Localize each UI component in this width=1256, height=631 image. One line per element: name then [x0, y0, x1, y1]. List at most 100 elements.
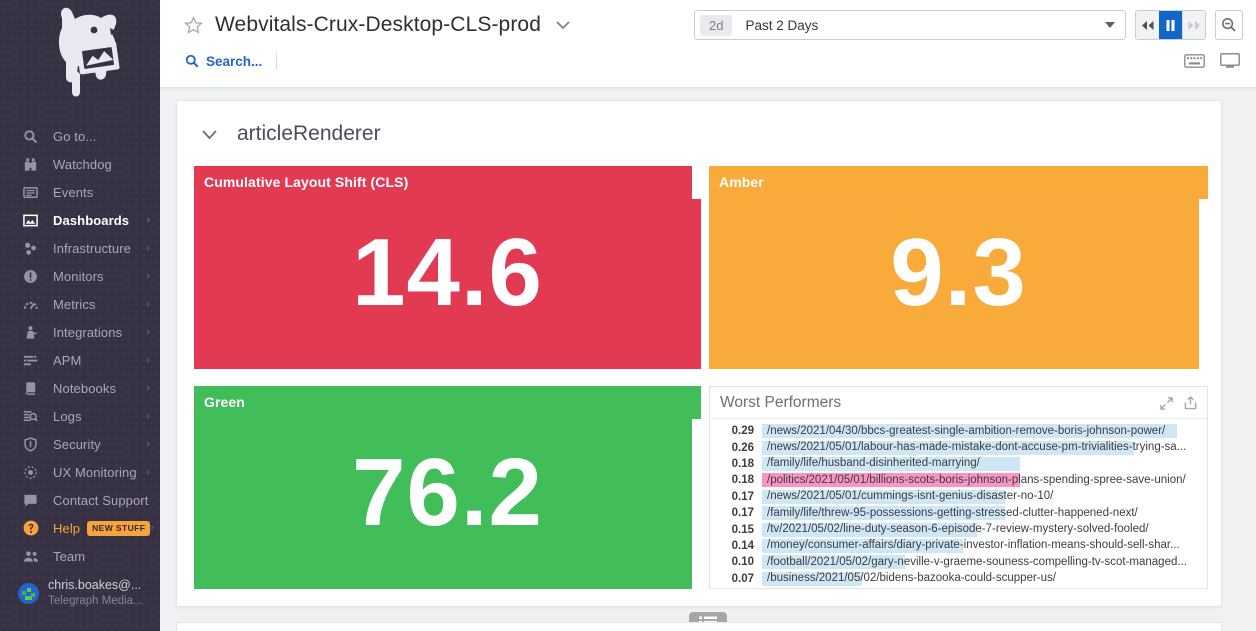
sidebar-item-label: Contact Support: [53, 492, 149, 508]
sidebar-item-ux-monitoring[interactable]: UX Monitoring ›: [0, 458, 160, 486]
sidebar-item-label: UX Monitoring: [53, 464, 137, 480]
sidebar-item-team[interactable]: Team: [0, 542, 160, 570]
user-email: chris.boakes@...: [48, 578, 142, 592]
row-value-bar: [762, 506, 1006, 521]
row-url-cell: /tv/2021/05/02/line-duty-season-6-episod…: [762, 522, 1199, 537]
time-range-select[interactable]: 2d Past 2 Days: [694, 10, 1126, 40]
new-stuff-badge: NEW STUFF: [87, 520, 151, 536]
sidebar-user[interactable]: chris.boakes@... Telegraph Media...: [0, 572, 160, 608]
forward-button[interactable]: [1182, 11, 1205, 39]
row-value-bar: [762, 473, 1020, 488]
zoom-out-button[interactable]: [1215, 10, 1243, 40]
submenu-caret-icon: ›: [146, 381, 150, 394]
submenu-caret-icon: ›: [146, 269, 150, 282]
widget-amber[interactable]: Amber 9.3: [709, 166, 1208, 369]
row-value: 0.26: [731, 441, 754, 454]
integrations-icon: [22, 324, 39, 341]
datadog-dog-icon: [58, 7, 120, 97]
apm-icon: [22, 352, 39, 369]
export-widget-icon[interactable]: [1184, 396, 1197, 410]
sidebar-item-label: Help: [53, 520, 81, 536]
worst-performer-row[interactable]: 0.29/news/2021/04/30/bbcs-greatest-singl…: [724, 423, 1199, 439]
keyboard-shortcuts-icon[interactable]: [1184, 54, 1205, 68]
sidebar-item-label: Integrations: [53, 324, 123, 340]
sidebar: Go to... Watchdog Events Dashboards › Infrast…: [0, 0, 160, 631]
row-url-text: /tv/2021/05/02/line-duty-season-6-episod…: [767, 523, 1149, 536]
row-url-text: /family/life/husband-disinherited-marryi…: [767, 457, 980, 470]
dashboard-canvas: articleRenderer Cumulative Layout Shift …: [160, 88, 1256, 631]
row-value: 0.14: [731, 539, 754, 552]
worst-performer-row[interactable]: 0.07/business/2021/05/02/bidens-bazooka-…: [724, 571, 1199, 587]
worst-performer-row[interactable]: 0.18/politics/2021/05/01/billions-scots-…: [724, 472, 1199, 488]
worst-performer-row[interactable]: 0.26/news/2021/05/01/labour-has-made-mis…: [724, 439, 1199, 455]
sidebar-item-notebooks[interactable]: Notebooks ›: [0, 374, 160, 402]
worst-performer-row[interactable]: 0.10/football/2021/05/02/gary-neville-v-…: [724, 554, 1199, 570]
row-url-cell: /news/2021/05/01/cummings-isnt-genius-di…: [762, 489, 1199, 504]
row-value-bar: [762, 538, 963, 553]
sidebar-item-contact-support[interactable]: Contact Support: [0, 486, 160, 514]
sidebar-item-watchdog[interactable]: Watchdog: [0, 150, 160, 178]
favorite-star-icon[interactable]: [184, 15, 203, 35]
row-value: 0.29: [731, 425, 754, 438]
widget-green-title: Green: [204, 394, 245, 410]
sidebar-item-apm[interactable]: APM ›: [0, 346, 160, 374]
team-icon: [22, 548, 39, 565]
row-url-text: /money/consumer-affairs/diary-private-in…: [767, 539, 1180, 552]
row-value: 0.18: [731, 474, 754, 487]
worst-performers-title: Worst Performers: [720, 394, 842, 411]
row-value: 0.10: [731, 556, 754, 569]
sidebar-item-label: Security: [53, 436, 101, 452]
section-collapse-icon[interactable]: [201, 129, 218, 140]
sidebar-item-infrastructure[interactable]: Infrastructure ›: [0, 234, 160, 262]
tv-mode-icon[interactable]: [1220, 53, 1240, 69]
submenu-caret-icon: ›: [150, 521, 154, 534]
sidebar-item-events[interactable]: Events: [0, 178, 160, 206]
row-value: 0.17: [731, 507, 754, 520]
dashboard-search[interactable]: Search...: [185, 54, 262, 69]
widget-worst-performers: Worst Performers 0.29/news/2021/04/30/b: [709, 386, 1208, 589]
expand-widget-icon[interactable]: [1160, 396, 1173, 410]
worst-performer-row[interactable]: 0.18/family/life/husband-disinherited-ma…: [724, 456, 1199, 472]
sidebar-item-metrics[interactable]: Metrics ›: [0, 290, 160, 318]
worst-performer-row[interactable]: 0.17/family/life/threw-95-possessions-ge…: [724, 505, 1199, 521]
time-range-caret-icon: [1105, 22, 1115, 28]
logs-icon: [22, 408, 39, 425]
title-dropdown-icon[interactable]: [555, 20, 571, 30]
pause-button[interactable]: [1159, 11, 1182, 39]
sidebar-item-logs[interactable]: Logs ›: [0, 402, 160, 430]
sidebar-item-dashboards[interactable]: Dashboards ›: [0, 206, 160, 234]
row-value: 0.18: [731, 457, 754, 470]
submenu-caret-icon: ›: [146, 325, 150, 338]
row-url-text: /news/2021/05/01/labour-has-made-mistake…: [767, 441, 1187, 454]
row-url-cell: /news/2021/05/01/labour-has-made-mistake…: [762, 440, 1199, 455]
worst-performer-row[interactable]: 0.14/money/consumer-affairs/diary-privat…: [724, 538, 1199, 554]
sidebar-nav: Go to... Watchdog Events Dashboards › Infrast…: [0, 122, 160, 570]
row-url-cell: /news/2021/04/30/bbcs-greatest-single-am…: [762, 424, 1199, 439]
row-url-cell: /money/consumer-affairs/diary-private-in…: [762, 538, 1199, 553]
widget-green-value: 76.2: [352, 438, 543, 546]
row-url-cell: /business/2021/05/02/bidens-bazooka-coul…: [762, 571, 1199, 586]
sidebar-item-help[interactable]: Help NEW STUFF ›: [0, 514, 160, 542]
datadog-logo[interactable]: [0, 0, 160, 122]
section-title: articleRenderer: [237, 122, 381, 145]
search-label: Search...: [206, 53, 263, 69]
widget-green[interactable]: Green 76.2: [194, 386, 701, 589]
sidebar-item-label: Events: [53, 184, 94, 200]
widget-amber-title: Amber: [719, 174, 764, 190]
widget-edge-strip: [1199, 199, 1208, 369]
row-value-bar: [762, 522, 977, 537]
sidebar-item-monitors[interactable]: Monitors ›: [0, 262, 160, 290]
dashboards-icon: [22, 212, 39, 229]
sidebar-item-go-to[interactable]: Go to...: [0, 122, 160, 150]
worst-performer-row[interactable]: 0.15/tv/2021/05/02/line-duty-season-6-ep…: [724, 521, 1199, 537]
row-url-text: /news/2021/04/30/bbcs-greatest-single-am…: [767, 424, 1166, 437]
widget-cls[interactable]: Cumulative Layout Shift (CLS) 14.6: [194, 166, 701, 369]
worst-performer-row[interactable]: 0.17/news/2021/05/01/cummings-isnt-geniu…: [724, 489, 1199, 505]
sidebar-item-integrations[interactable]: Integrations ›: [0, 318, 160, 346]
page-title: Webvitals-Crux-Desktop-CLS-prod: [215, 13, 541, 36]
rewind-button[interactable]: [1136, 11, 1159, 39]
row-url-text: /family/life/threw-95-possessions-gettin…: [767, 506, 1138, 519]
user-org: Telegraph Media...: [48, 594, 143, 607]
sidebar-item-label: Notebooks: [53, 380, 117, 396]
sidebar-item-security[interactable]: Security ›: [0, 430, 160, 458]
